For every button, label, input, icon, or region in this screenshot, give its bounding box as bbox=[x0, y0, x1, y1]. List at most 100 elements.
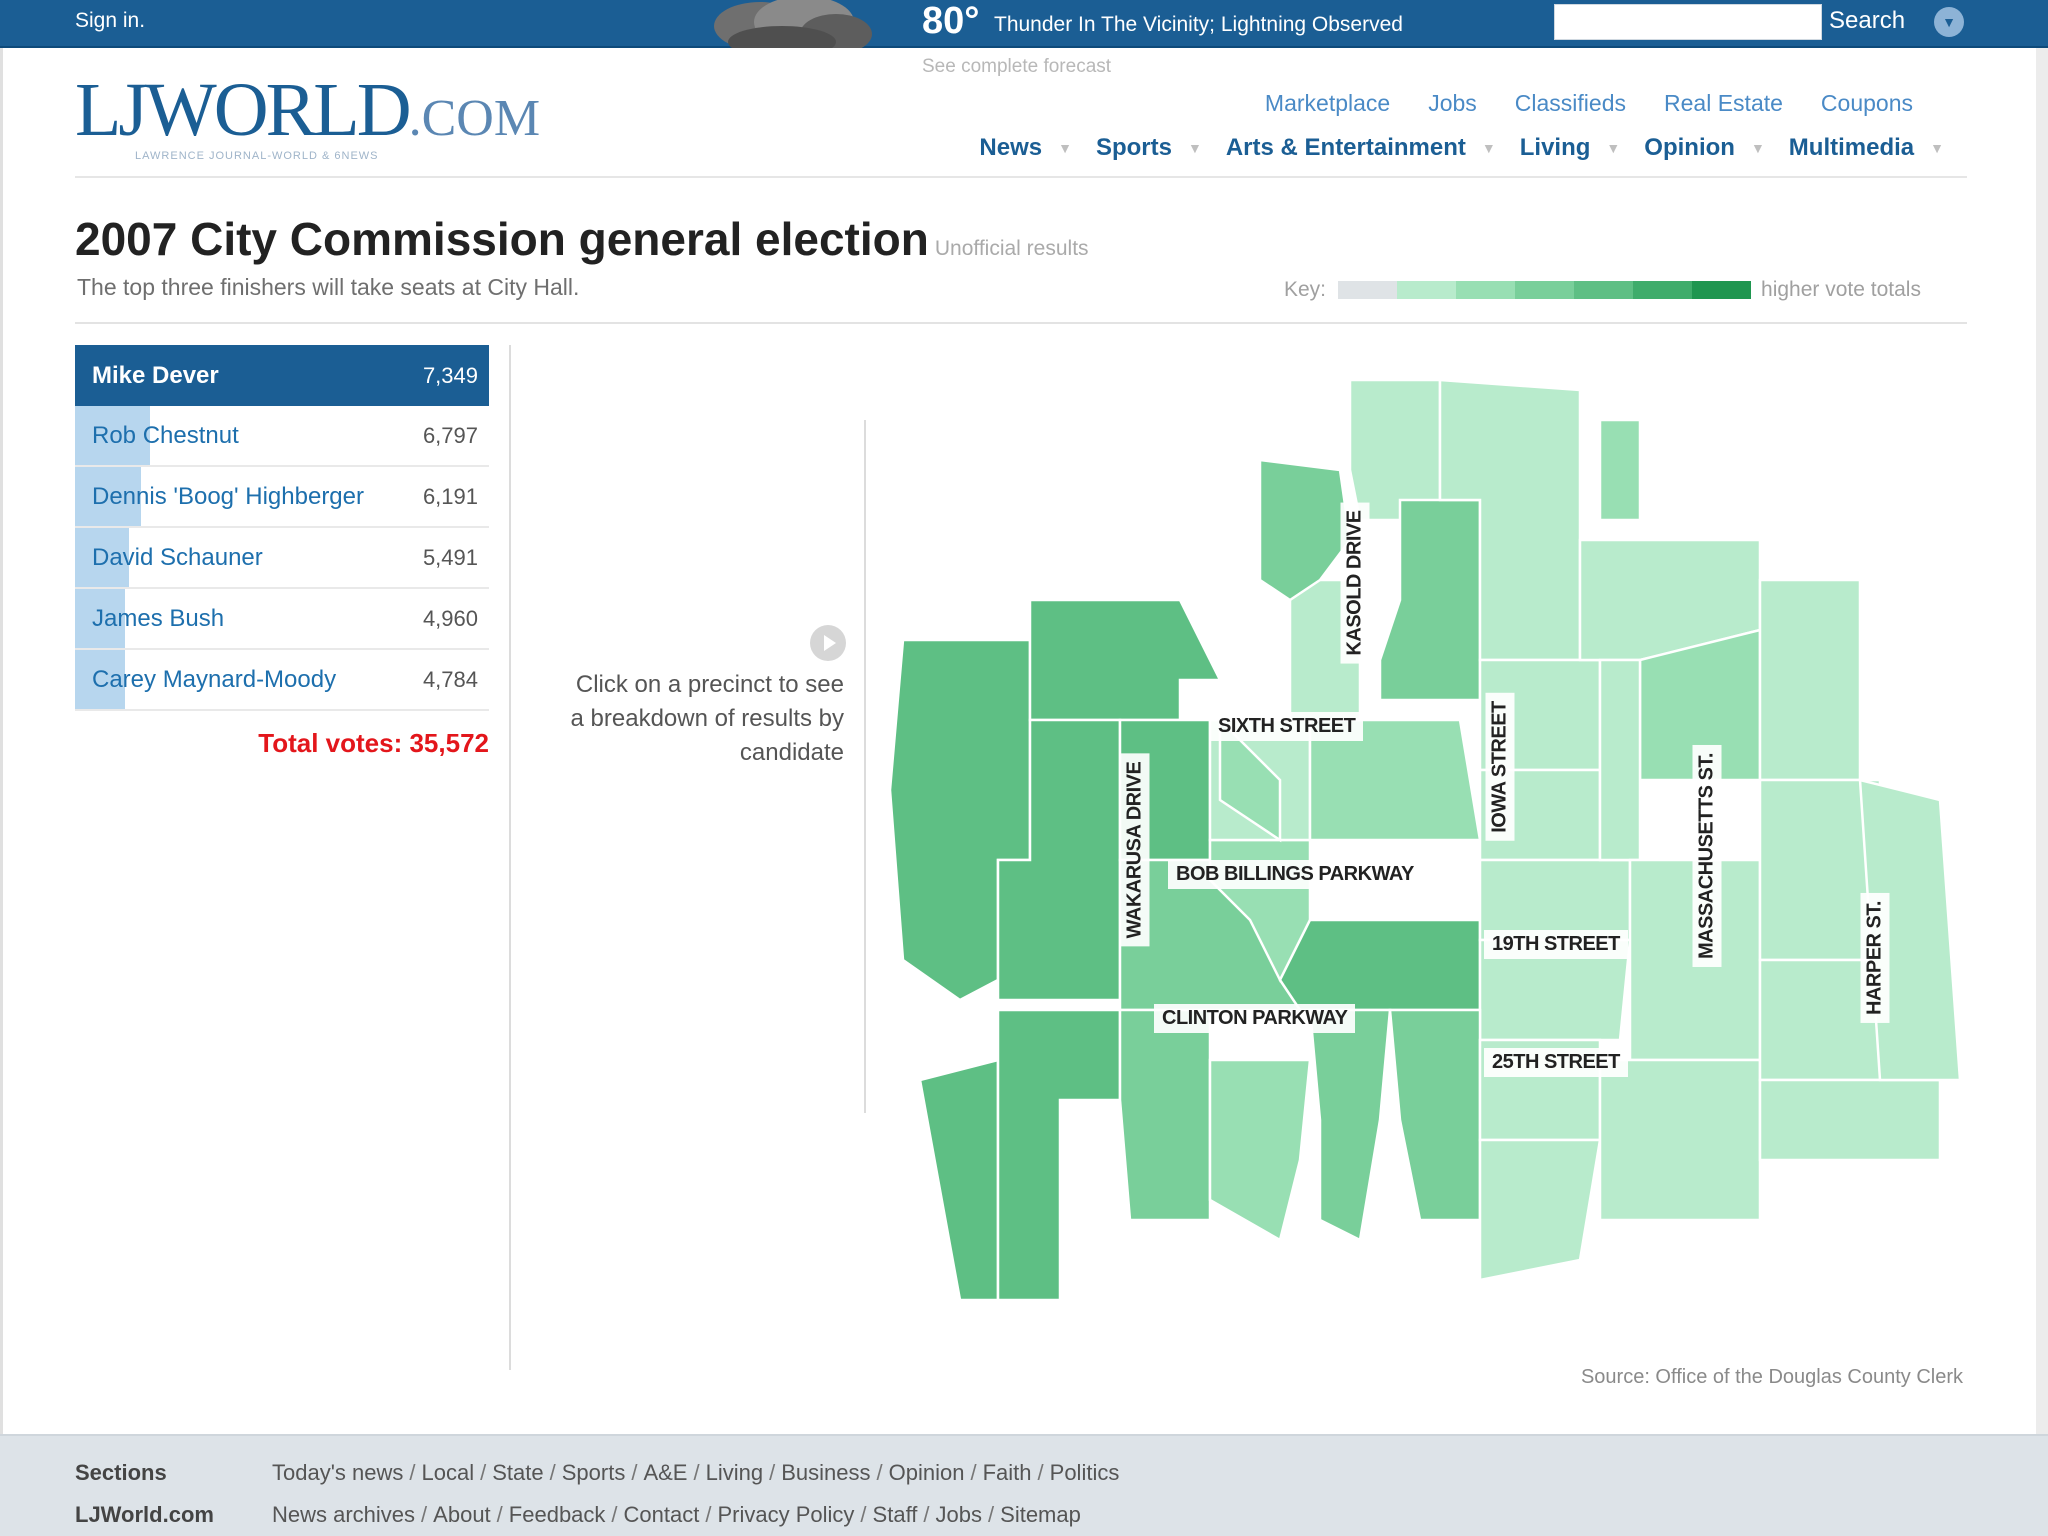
precinct[interactable] bbox=[1758, 1078, 1942, 1162]
nav-sports[interactable]: Sports ▼ bbox=[1096, 134, 1226, 162]
candidate-votes: 7,349 bbox=[422, 362, 478, 388]
weather-condition: Thunder In The Vicinity; Lightning Obser… bbox=[994, 13, 1403, 36]
footer-link[interactable]: Opinion bbox=[888, 1460, 965, 1485]
nav-multimedia[interactable]: Multimedia ▼ bbox=[1789, 134, 1968, 162]
precinct[interactable] bbox=[1028, 598, 1223, 722]
candidate-row[interactable]: David Schauner 5,491 bbox=[75, 528, 489, 589]
nav-label: News bbox=[979, 134, 1043, 161]
nav-news[interactable]: News ▼ bbox=[979, 134, 1096, 162]
key-swatch bbox=[1692, 281, 1752, 299]
candidate-row[interactable]: Dennis 'Boog' Highberger 6,191 bbox=[75, 467, 489, 528]
candidate-row[interactable]: James Bush 4,960 bbox=[75, 589, 489, 650]
vote-bar bbox=[75, 650, 125, 709]
footer-sections-label: Sections bbox=[75, 1460, 167, 1485]
divider bbox=[509, 345, 511, 1370]
chevron-down-icon[interactable]: ▼ bbox=[1058, 140, 1072, 156]
footer-link[interactable]: Privacy Policy bbox=[717, 1502, 855, 1527]
footer-link[interactable]: Politics bbox=[1049, 1460, 1120, 1485]
separator: / bbox=[860, 1502, 867, 1527]
forecast-link[interactable]: See complete forecast bbox=[922, 56, 1112, 77]
precinct[interactable] bbox=[1308, 1008, 1392, 1242]
nav-opinion[interactable]: Opinion ▼ bbox=[1644, 134, 1789, 162]
separator: / bbox=[496, 1502, 503, 1527]
street-label: SIXTH STREET bbox=[1210, 712, 1364, 741]
sign-in-link[interactable]: Sign in. bbox=[75, 9, 146, 32]
street-label: 25TH STREET bbox=[1484, 1048, 1628, 1077]
precinct[interactable] bbox=[1258, 458, 1352, 602]
nav-classifieds[interactable]: Classifieds bbox=[1514, 90, 1627, 116]
nav-arts-entertainment[interactable]: Arts & Entertainment ▼ bbox=[1226, 134, 1520, 162]
precinct[interactable] bbox=[1118, 1008, 1212, 1222]
street-label: HARPER ST. bbox=[1860, 893, 1890, 1023]
divider bbox=[864, 420, 866, 1113]
chevron-down-icon[interactable]: ▼ bbox=[1750, 140, 1765, 156]
precinct[interactable] bbox=[1278, 918, 1482, 1012]
chevron-down-icon[interactable]: ▼ bbox=[1606, 140, 1621, 156]
footer-link[interactable]: Today's news bbox=[272, 1460, 404, 1485]
nav-label: Sports bbox=[1095, 134, 1172, 161]
footer-link[interactable]: Sitemap bbox=[1000, 1502, 1081, 1527]
chevron-down-icon[interactable]: ▼ bbox=[1481, 140, 1496, 156]
search-button[interactable]: Search bbox=[1829, 7, 1906, 34]
precinct[interactable] bbox=[918, 1058, 1000, 1302]
precinct[interactable] bbox=[1598, 418, 1642, 522]
separator: / bbox=[693, 1460, 700, 1485]
nav-jobs[interactable]: Jobs bbox=[1428, 90, 1477, 116]
precinct[interactable] bbox=[1218, 716, 1282, 843]
candidate-row[interactable]: Rob Chestnut 6,797 bbox=[75, 406, 489, 467]
footer-link[interactable]: Feedback bbox=[508, 1502, 606, 1527]
nav-coupons[interactable]: Coupons bbox=[1820, 90, 1913, 116]
candidate-row[interactable]: Mike Dever 7,349 bbox=[75, 345, 489, 406]
precinct[interactable] bbox=[1598, 1058, 1762, 1222]
footer-link[interactable]: Business bbox=[781, 1460, 871, 1485]
footer-link[interactable]: About bbox=[433, 1502, 491, 1527]
footer-link[interactable]: Staff bbox=[872, 1502, 918, 1527]
play-icon[interactable] bbox=[810, 625, 846, 661]
footer-link[interactable]: Jobs bbox=[935, 1502, 983, 1527]
chevron-down-icon[interactable]: ▼ bbox=[1187, 140, 1202, 156]
street-label: WAKARUSA DRIVE bbox=[1120, 753, 1150, 947]
footer-link[interactable]: Faith bbox=[982, 1460, 1032, 1485]
key-swatch bbox=[1397, 281, 1457, 299]
footer-link[interactable]: Local bbox=[421, 1460, 475, 1485]
nav-marketplace[interactable]: Marketplace bbox=[1264, 90, 1391, 116]
precinct[interactable] bbox=[996, 1008, 1122, 1302]
candidate-votes: 4,784 bbox=[422, 666, 478, 692]
chevron-down-icon[interactable]: ▼ bbox=[1930, 140, 1944, 156]
chevron-down-icon[interactable]: ▼ bbox=[1934, 7, 1964, 37]
key-swatch bbox=[1338, 281, 1398, 299]
footer-link[interactable]: Living bbox=[705, 1460, 764, 1485]
search-input[interactable] bbox=[1554, 4, 1822, 40]
precinct[interactable] bbox=[1478, 858, 1632, 942]
key-swatch bbox=[1456, 281, 1516, 299]
candidate-name: Dennis 'Boog' Highberger bbox=[92, 482, 364, 510]
separator: / bbox=[421, 1502, 428, 1527]
footer-link[interactable]: A&E bbox=[643, 1460, 688, 1485]
separator: / bbox=[970, 1460, 977, 1485]
footer-link[interactable]: News archives bbox=[272, 1502, 416, 1527]
unofficial-note: Unofficial results bbox=[934, 237, 1089, 260]
footer-link[interactable]: Contact bbox=[623, 1502, 700, 1527]
precinct[interactable] bbox=[1378, 498, 1482, 702]
footer-link[interactable]: Sports bbox=[561, 1460, 626, 1485]
precinct[interactable] bbox=[1208, 1058, 1312, 1242]
source-note: Source: Office of the Douglas County Cle… bbox=[1580, 1366, 1963, 1388]
separator: / bbox=[1037, 1460, 1044, 1485]
candidate-votes: 4,960 bbox=[422, 605, 478, 631]
main-nav: News ▼ Sports ▼ Arts & Entertainment ▼ Livi… bbox=[979, 134, 1968, 162]
candidate-row[interactable]: Carey Maynard-Moody 4,784 bbox=[75, 650, 489, 711]
precinct[interactable] bbox=[1758, 578, 1862, 782]
footer-sections-links: Today's news / Local / State / Sports / A&E / Livi… bbox=[272, 1460, 1119, 1486]
precinct[interactable] bbox=[1478, 1138, 1602, 1282]
logo-subtitle: LAWRENCE JOURNAL-WORLD & 6NEWS bbox=[135, 150, 379, 162]
footer-link[interactable]: State bbox=[492, 1460, 544, 1485]
separator: / bbox=[409, 1460, 416, 1485]
page-subtitle: The top three finishers will take seats … bbox=[77, 274, 580, 300]
nav-living[interactable]: Living ▼ bbox=[1520, 134, 1645, 162]
secondary-nav: Marketplace Jobs Classifieds Real Estate… bbox=[1265, 90, 1913, 117]
nav-real-estate[interactable]: Real Estate bbox=[1664, 90, 1783, 116]
site-logo[interactable]: LJWORLD.COM LAWRENCE JOURNAL-WORLD & 6NE… bbox=[75, 72, 540, 162]
precinct[interactable] bbox=[1388, 1008, 1482, 1222]
street-label: MASSACHUSETTS ST. bbox=[1692, 745, 1722, 967]
precinct[interactable] bbox=[1598, 658, 1642, 862]
